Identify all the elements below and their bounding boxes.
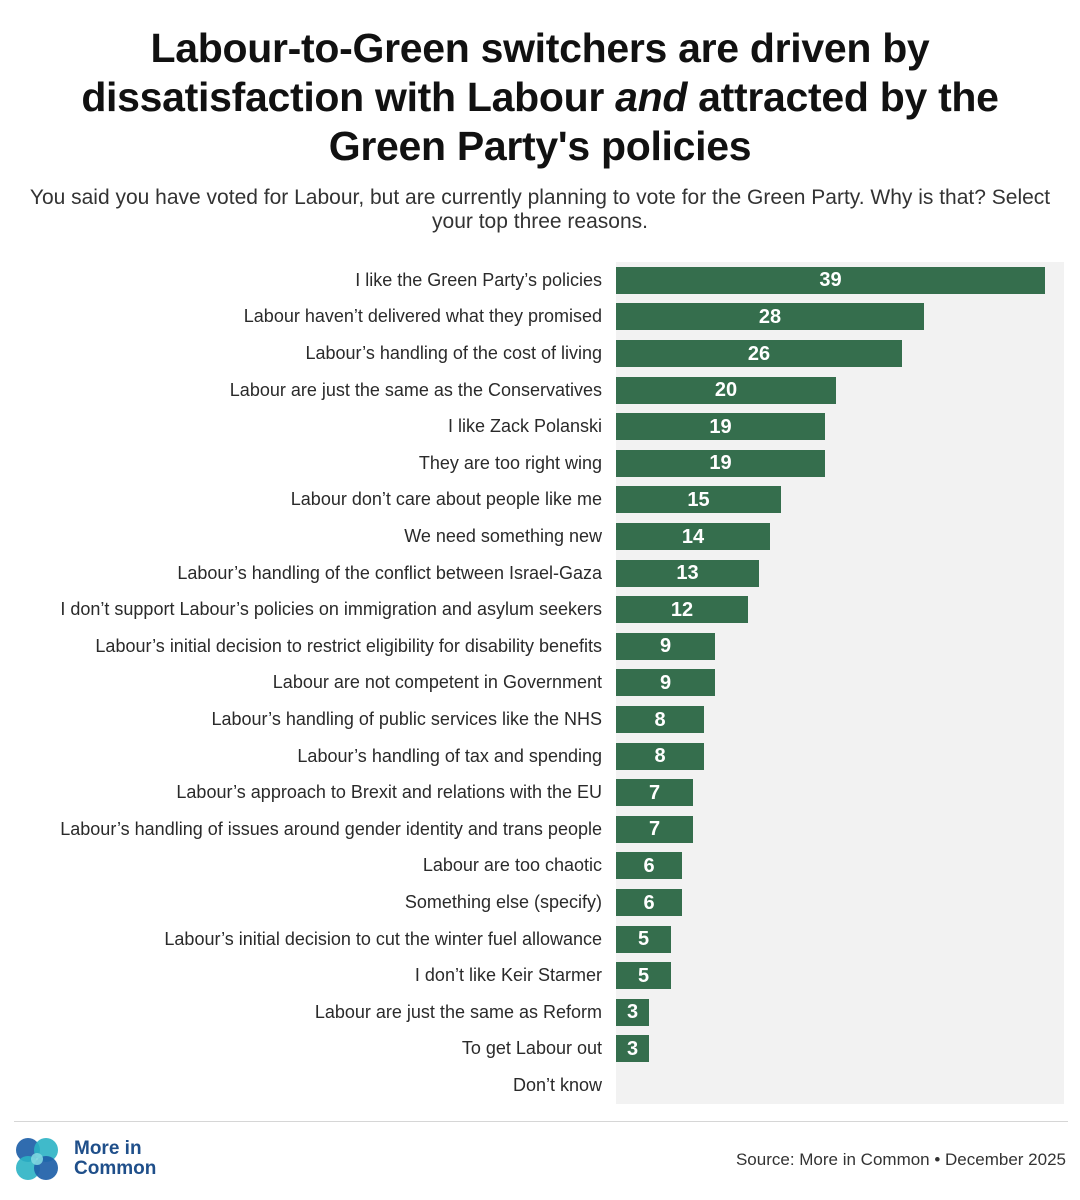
bar bbox=[616, 779, 693, 807]
bar bbox=[616, 266, 1045, 294]
category-label: Labour’s initial decision to restrict el… bbox=[95, 635, 602, 656]
bar-value-label: 8 bbox=[654, 745, 666, 768]
bar-value-label: 13 bbox=[676, 562, 699, 585]
bar-value-label: 3 bbox=[626, 1001, 639, 1024]
bar bbox=[616, 486, 781, 514]
category-label: I don’t like Keir Starmer bbox=[414, 965, 602, 986]
bar-value-label: 5 bbox=[637, 964, 650, 987]
category-label: Labour haven’t delivered what they promi… bbox=[243, 306, 602, 327]
bar bbox=[616, 596, 748, 624]
category-label: Labour’s handling of tax and spending bbox=[297, 745, 602, 766]
category-label: Labour don’t care about people like me bbox=[290, 489, 602, 510]
bar bbox=[616, 925, 671, 953]
category-label: Labour’s initial decision to cut the win… bbox=[164, 928, 602, 949]
bar bbox=[616, 376, 836, 404]
bar bbox=[616, 962, 671, 990]
bar-value-label: 3 bbox=[626, 1037, 639, 1060]
brand-name-line-1: More in bbox=[74, 1138, 142, 1159]
category-label: Labour are just the same as the Conserva… bbox=[229, 379, 602, 400]
source-note: Source: More in Common • December 2025 bbox=[735, 1150, 1066, 1169]
bar-value-label: 39 bbox=[819, 269, 842, 292]
bar bbox=[616, 815, 693, 843]
bar bbox=[616, 852, 682, 880]
bar-value-label: 26 bbox=[747, 342, 771, 365]
bar-value-label: 12 bbox=[670, 598, 694, 621]
bar bbox=[616, 413, 825, 441]
title-emphasis: and bbox=[615, 74, 688, 120]
bar-value-label: 28 bbox=[758, 305, 782, 328]
title-line-2-start: dissatisfaction with Labour bbox=[81, 74, 616, 120]
bar bbox=[616, 559, 759, 587]
bar bbox=[616, 340, 902, 367]
category-label: Labour’s handling of the cost of living bbox=[305, 343, 602, 363]
category-label: To get Labour out bbox=[461, 1038, 602, 1059]
category-label: I like Zack Polanski bbox=[447, 416, 602, 437]
bar-value-label: 9 bbox=[659, 635, 672, 658]
category-label: Labour are not competent in Government bbox=[272, 672, 602, 693]
category-label: Something else (specify) bbox=[404, 892, 602, 912]
bar-value-label: 15 bbox=[687, 488, 710, 511]
bar-value-label: 7 bbox=[648, 818, 661, 841]
bar-value-label: 6 bbox=[643, 891, 655, 914]
title-line-1: Labour-to-Green switchers are driven by bbox=[150, 25, 930, 71]
bar bbox=[616, 889, 682, 916]
category-label: We need something new bbox=[404, 526, 602, 546]
bar bbox=[616, 669, 715, 697]
category-label: I like the Green Party’s policies bbox=[355, 269, 602, 290]
title-line-3: Green Party's policies bbox=[328, 123, 752, 169]
bar-value-label: 8 bbox=[654, 708, 666, 731]
bar-value-label: 6 bbox=[643, 854, 655, 877]
category-label: Don’t know bbox=[512, 1075, 602, 1095]
category-label: Labour’s handling of the conflict betwee… bbox=[177, 562, 602, 583]
footer-divider bbox=[14, 1121, 1068, 1122]
more-in-common-logo-icon bbox=[16, 1138, 58, 1180]
bar-value-label: 19 bbox=[709, 415, 732, 438]
category-label: Labour’s handling of public services lik… bbox=[211, 709, 602, 729]
bar bbox=[616, 1035, 649, 1063]
bar bbox=[616, 632, 715, 660]
bar-value-label: 9 bbox=[659, 671, 672, 694]
brand-logo: More in Common bbox=[12, 1134, 156, 1184]
category-label: Labour’s handling of issues around gende… bbox=[60, 818, 602, 839]
bar-value-label: 19 bbox=[709, 452, 732, 475]
brand-name-line-2: Common bbox=[74, 1158, 157, 1179]
category-label: Labour are just the same as Reform bbox=[314, 1001, 602, 1022]
bar bbox=[616, 742, 704, 770]
category-label: Labour are too chaotic bbox=[422, 855, 602, 876]
bar bbox=[616, 998, 649, 1026]
bar-value-label: 7 bbox=[648, 781, 661, 804]
bar bbox=[616, 449, 825, 477]
bar-value-label: 14 bbox=[681, 525, 705, 548]
bar-value-label: 20 bbox=[714, 379, 738, 402]
bar bbox=[616, 706, 704, 733]
bar-value-label: 5 bbox=[637, 928, 650, 951]
chart-subtitle: You said you have voted for Labour, but … bbox=[29, 186, 1051, 233]
chart-title: Labour-to-Green switchers are driven by … bbox=[20, 24, 1060, 171]
category-label: They are too right wing bbox=[418, 452, 602, 473]
bar bbox=[616, 523, 770, 550]
bar bbox=[616, 303, 924, 331]
category-label: I don’t support Labour’s policies on imm… bbox=[60, 599, 602, 620]
category-label: Labour’s approach to Brexit and relation… bbox=[176, 782, 602, 803]
title-line-2: dissatisfaction with Labour and attracte… bbox=[20, 73, 1060, 122]
brand-name: More in Common bbox=[74, 1139, 156, 1179]
title-line-2-end: attracted by the bbox=[687, 74, 999, 120]
